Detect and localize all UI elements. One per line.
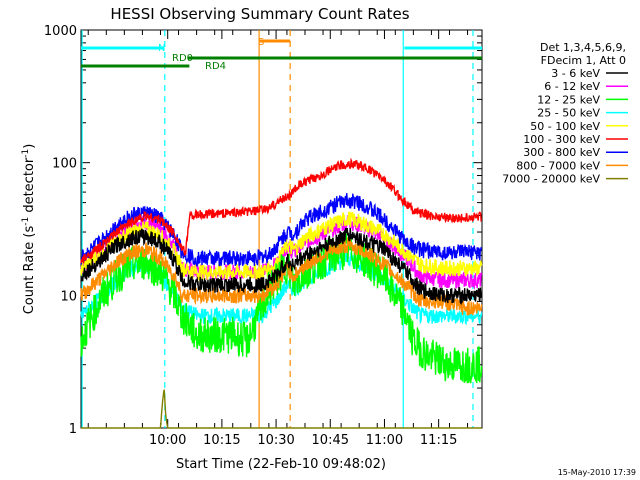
x-tick-label: 10:45: [312, 433, 349, 448]
night-label: N: [158, 43, 165, 54]
saa-label: S: [258, 37, 264, 48]
x-tick-label: 11:00: [366, 433, 403, 448]
legend-header-2: FDecim 1, Att 0: [541, 54, 626, 67]
legend-label: 12 - 25 keV: [537, 93, 600, 106]
legend: Det 1,3,4,5,6,9, FDecim 1, Att 0 3 - 6 k…: [502, 41, 628, 186]
footer-timestamp: 15-May-2010 17:39: [558, 468, 636, 477]
chart-title: HESSI Observing Summary Count Rates: [110, 5, 409, 23]
x-tick-label: 10:15: [203, 433, 240, 448]
rd0-label: RD0: [172, 53, 193, 64]
legend-label: 50 - 100 keV: [530, 120, 600, 133]
series-line-12to25keV: [80, 233, 483, 384]
legend-label: 3 - 6 keV: [551, 67, 600, 80]
legend-label: 7000 - 20000 keV: [502, 173, 600, 186]
x-tick-label: 10:00: [149, 433, 186, 448]
x-tick-label: 11:15: [420, 433, 457, 448]
series-line-7000to20000keV: [81, 389, 482, 429]
rd4-label: RD4: [205, 61, 226, 72]
legend-label: 6 - 12 keV: [544, 80, 600, 93]
legend-header-1: Det 1,3,4,5,6,9,: [540, 41, 626, 54]
y-tick-label: 100: [52, 157, 77, 172]
series-lines: [80, 157, 483, 429]
legend-label: 800 - 7000 keV: [516, 159, 600, 172]
x-tick-label: 10:30: [257, 433, 294, 448]
y-tick-label: 10: [60, 289, 77, 304]
series-line-3to6keV: [80, 227, 483, 306]
series-line-100to300keV: [80, 157, 483, 264]
y-tick-label: 1: [69, 422, 77, 437]
annotations: N RD0 RD4 S: [81, 37, 482, 72]
legend-label: 100 - 300 keV: [523, 133, 600, 146]
legend-label: 300 - 800 keV: [523, 146, 600, 159]
x-axis-label: Start Time (22-Feb-10 09:48:02): [176, 457, 386, 472]
y-tick-label: 1000: [44, 24, 77, 39]
series-line-300to800keV: [80, 193, 483, 267]
series-line-800to7000keV: [80, 237, 483, 316]
legend-label: 25 - 50 keV: [537, 107, 600, 120]
x-ticks: 10:00 10:15 10:30 10:45 11:00 11:15: [87, 30, 469, 448]
y-axis-label: Count Rate (s-1 detector-1): [21, 144, 37, 315]
